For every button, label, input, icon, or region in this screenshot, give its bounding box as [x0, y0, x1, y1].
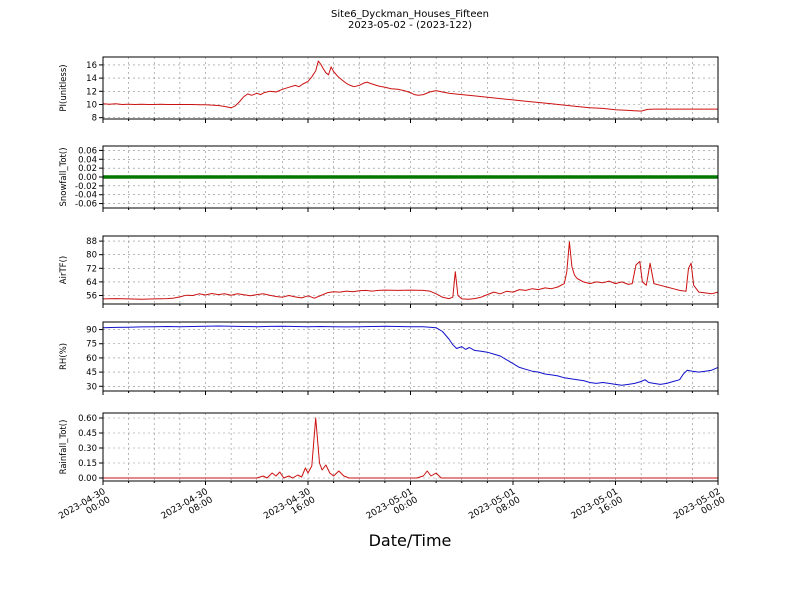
y-tick-label: 0.00: [78, 173, 97, 183]
chart-subtitle: 2023-05-02 - (2023-122): [347, 20, 473, 31]
y-tick-label: 30: [86, 382, 97, 392]
y-tick-label: 0.02: [78, 164, 97, 174]
y-tick-label: 45: [86, 368, 97, 378]
y-axis-label-snowfall: Snowfall_Tot(): [59, 147, 69, 206]
x-tick-label: 2023-05-0200:00: [672, 487, 727, 530]
subplot-rainfall: 0.00 0.15 0.30 0.45 0.60 Rainfall_Tot(): [59, 412, 719, 485]
y-tick-label: 16: [86, 61, 97, 71]
y-tick-label: 56: [86, 292, 97, 302]
x-tick-label: 2023-05-0108:00: [467, 487, 522, 530]
y-tick-label: 80: [86, 251, 97, 261]
series-line-airtf: [103, 241, 718, 300]
x-tick-label: 2023-04-3000:00: [57, 487, 112, 530]
y-axis-label-rainfall: Rainfall_Tot(): [59, 420, 69, 475]
y-tick-label: 75: [86, 340, 97, 350]
series-line-rainfall: [103, 417, 718, 479]
y-tick-label: 60: [86, 354, 97, 364]
x-tick-label: 2023-05-0116:00: [570, 487, 625, 530]
chart-title: Site6_Dyckman_Houses_Fifteen: [331, 9, 489, 20]
y-tick-label: 0.45: [78, 429, 97, 439]
y-axis-label-pi: PI(unitless): [59, 64, 69, 111]
series-line-rh: [103, 325, 718, 386]
y-tick-label: 12: [86, 87, 97, 97]
y-tick-label: -0.02: [75, 182, 97, 192]
x-tick-label: 2023-04-3008:00: [160, 487, 215, 530]
y-tick-label: 10: [86, 100, 97, 110]
x-tick-label: 2023-04-3016:00: [262, 487, 317, 530]
series-line-pi: [103, 60, 718, 112]
y-axis-label-airtf: AirTF(): [59, 256, 69, 284]
y-tick-label: 88: [86, 237, 97, 247]
y-tick-label: 0.30: [78, 444, 97, 454]
subplot-airtf: 56 64 72 80 88 AirTF(): [59, 235, 719, 308]
y-tick-label: 14: [86, 74, 97, 84]
y-tick-label: -0.06: [75, 200, 97, 210]
y-tick-label: -0.04: [75, 191, 97, 201]
subplot-rh: 30 45 60 75 90 RH(%): [59, 321, 719, 395]
y-tick-label: 8: [92, 114, 97, 124]
subplot-snowfall: -0.06-0.04-0.020.000.020.040.06 Snowfall_…: [59, 145, 719, 212]
y-tick-label: 0.00: [78, 474, 97, 484]
y-tick-label: 72: [86, 264, 97, 274]
x-axis-label: Date/Time: [368, 531, 452, 550]
y-tick-label: 0.60: [78, 414, 97, 424]
y-tick-label: 0.06: [78, 146, 97, 156]
y-axis-label-rh: RH(%): [59, 343, 69, 370]
y-tick-label: 0.04: [78, 155, 97, 165]
subplot-pi: 8 10 12 14 16 PI(unitless): [59, 56, 719, 124]
x-tick-label: 2023-05-0100:00: [365, 487, 420, 530]
y-tick-label: 0.15: [78, 459, 97, 469]
y-tick-label: 64: [86, 278, 97, 288]
y-tick-label: 90: [86, 326, 97, 336]
